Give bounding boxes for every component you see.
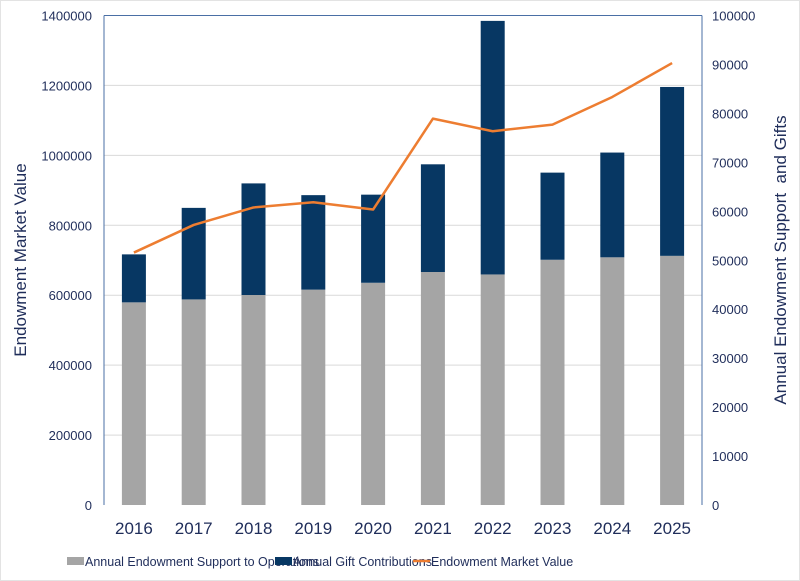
y-tick-label: 1400000 xyxy=(41,9,92,24)
legend-label: Endowment Market Value xyxy=(431,555,573,569)
y2-tick-label: 90000 xyxy=(712,57,748,72)
x-tick-label: 2023 xyxy=(534,519,572,538)
y-tick-label: 1000000 xyxy=(41,148,92,163)
bar-gifts-2016 xyxy=(121,254,146,303)
x-tick-label: 2025 xyxy=(653,519,691,538)
bar-gifts-2022 xyxy=(480,20,505,275)
legend-swatch xyxy=(275,557,292,565)
y2-tick-label: 20000 xyxy=(712,400,748,415)
line-endowment-market-value xyxy=(133,61,673,254)
x-tick-label: 2020 xyxy=(354,519,392,538)
y-axis-title: Endowment Market Value xyxy=(11,163,30,356)
bar-support-2017 xyxy=(181,299,206,505)
y2-tick-label: 50000 xyxy=(712,253,748,268)
bar-gifts-2018 xyxy=(241,183,266,296)
legend-label: Annual Gift Contributions xyxy=(293,555,432,569)
bar-support-2025 xyxy=(660,255,685,505)
y2-tick-label: 80000 xyxy=(712,106,748,121)
x-tick-label: 2016 xyxy=(115,519,153,538)
y2-axis-title: Annual Endowment Support and Gifts xyxy=(771,115,790,404)
bar-gifts-2025 xyxy=(660,86,685,256)
bar-support-2018 xyxy=(241,295,266,505)
bar-support-2021 xyxy=(420,271,445,505)
bar-gifts-2023 xyxy=(540,172,565,260)
y-tick-label: 400000 xyxy=(49,358,92,373)
y-tick-label: 1200000 xyxy=(41,78,92,93)
x-tick-label: 2017 xyxy=(175,519,213,538)
bar-gifts-2024 xyxy=(600,152,625,258)
x-tick-label: 2022 xyxy=(474,519,512,538)
bar-gifts-2021 xyxy=(420,164,445,272)
legend-label: Annual Endowment Support to Operations xyxy=(85,555,319,569)
y2-tick-label: 100000 xyxy=(712,9,755,24)
y2-tick-label: 0 xyxy=(712,498,719,513)
bar-support-2023 xyxy=(540,259,565,505)
y2-tick-label: 10000 xyxy=(712,449,748,464)
y2-tick-label: 60000 xyxy=(712,204,748,219)
y2-tick-label: 70000 xyxy=(712,155,748,170)
x-tick-label: 2018 xyxy=(235,519,273,538)
x-tick-label: 2021 xyxy=(414,519,452,538)
y-tick-label: 0 xyxy=(85,498,92,513)
y-tick-label: 200000 xyxy=(49,428,92,443)
y-tick-label: 800000 xyxy=(49,218,92,233)
bar-support-2016 xyxy=(121,302,146,505)
y-tick-label: 600000 xyxy=(49,288,92,303)
y2-tick-label: 40000 xyxy=(712,302,748,317)
x-tick-label: 2024 xyxy=(593,519,631,538)
x-tick-label: 2019 xyxy=(294,519,332,538)
y2-tick-label: 30000 xyxy=(712,351,748,366)
bar-support-2020 xyxy=(361,282,386,505)
legend-swatch xyxy=(67,557,84,565)
bar-support-2022 xyxy=(480,274,505,505)
bar-support-2019 xyxy=(301,289,326,505)
bar-support-2024 xyxy=(600,257,625,505)
bar-gifts-2019 xyxy=(301,195,326,290)
